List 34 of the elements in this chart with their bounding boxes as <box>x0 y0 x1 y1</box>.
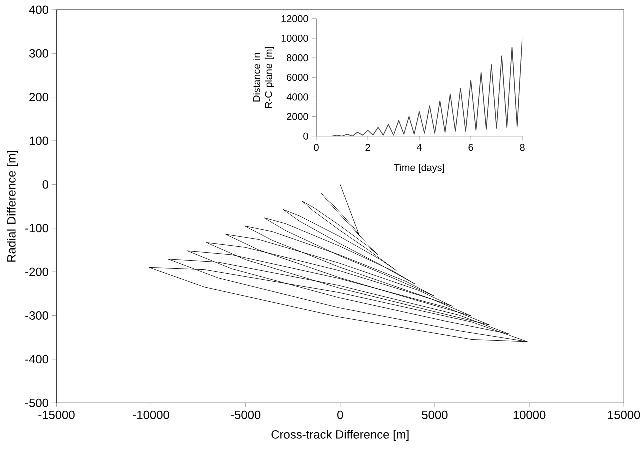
x-tick-label: 2 <box>366 144 370 152</box>
y-tick-label: 12000 <box>282 15 308 22</box>
y-axis-title: Radial Difference [m] <box>7 151 18 262</box>
y-tick-label: -400 <box>26 355 49 364</box>
x-tick-label: -15000 <box>38 410 75 420</box>
y-tick-label: 8000 <box>287 54 308 62</box>
y-tick-label: 6000 <box>287 74 308 82</box>
x-tick-label: 0 <box>338 410 344 420</box>
x-tick-label: -5000 <box>231 410 261 420</box>
y-tick-label: 300 <box>30 49 49 58</box>
y-tick-label: 200 <box>30 93 49 102</box>
y-tick-label: 0 <box>42 180 49 189</box>
x-axis-title: Time [days] <box>394 164 444 174</box>
line-series <box>149 184 528 342</box>
y-tick-label: -200 <box>26 268 49 276</box>
y-tick-label: 10000 <box>282 35 308 42</box>
x-tick-label: 4 <box>417 144 422 152</box>
x-tick-label: 15000 <box>608 410 640 420</box>
x-tick-label: 8 <box>520 144 525 152</box>
x-tick-label: 6 <box>468 144 474 152</box>
y-tick-label: 4000 <box>286 94 308 101</box>
y-tick-label: -500 <box>26 398 49 408</box>
y-axis-title: Distance in R-C plane [m] <box>253 47 274 108</box>
x-tick-label: 5000 <box>422 410 448 420</box>
y-tick-label: 100 <box>30 136 49 146</box>
x-axis-title: Cross-track Difference [m] <box>272 430 409 442</box>
x-tick-label: -10000 <box>133 410 170 420</box>
x-tick-label: 0 <box>314 144 319 152</box>
y-tick-label: 0 <box>304 132 308 140</box>
y-tick-label: 2000 <box>287 113 308 120</box>
x-tick-label: 10000 <box>514 410 546 420</box>
y-tick-label: -300 <box>26 312 49 320</box>
y-tick-label: 400 <box>29 6 49 14</box>
y-tick-label: -100 <box>26 224 49 233</box>
